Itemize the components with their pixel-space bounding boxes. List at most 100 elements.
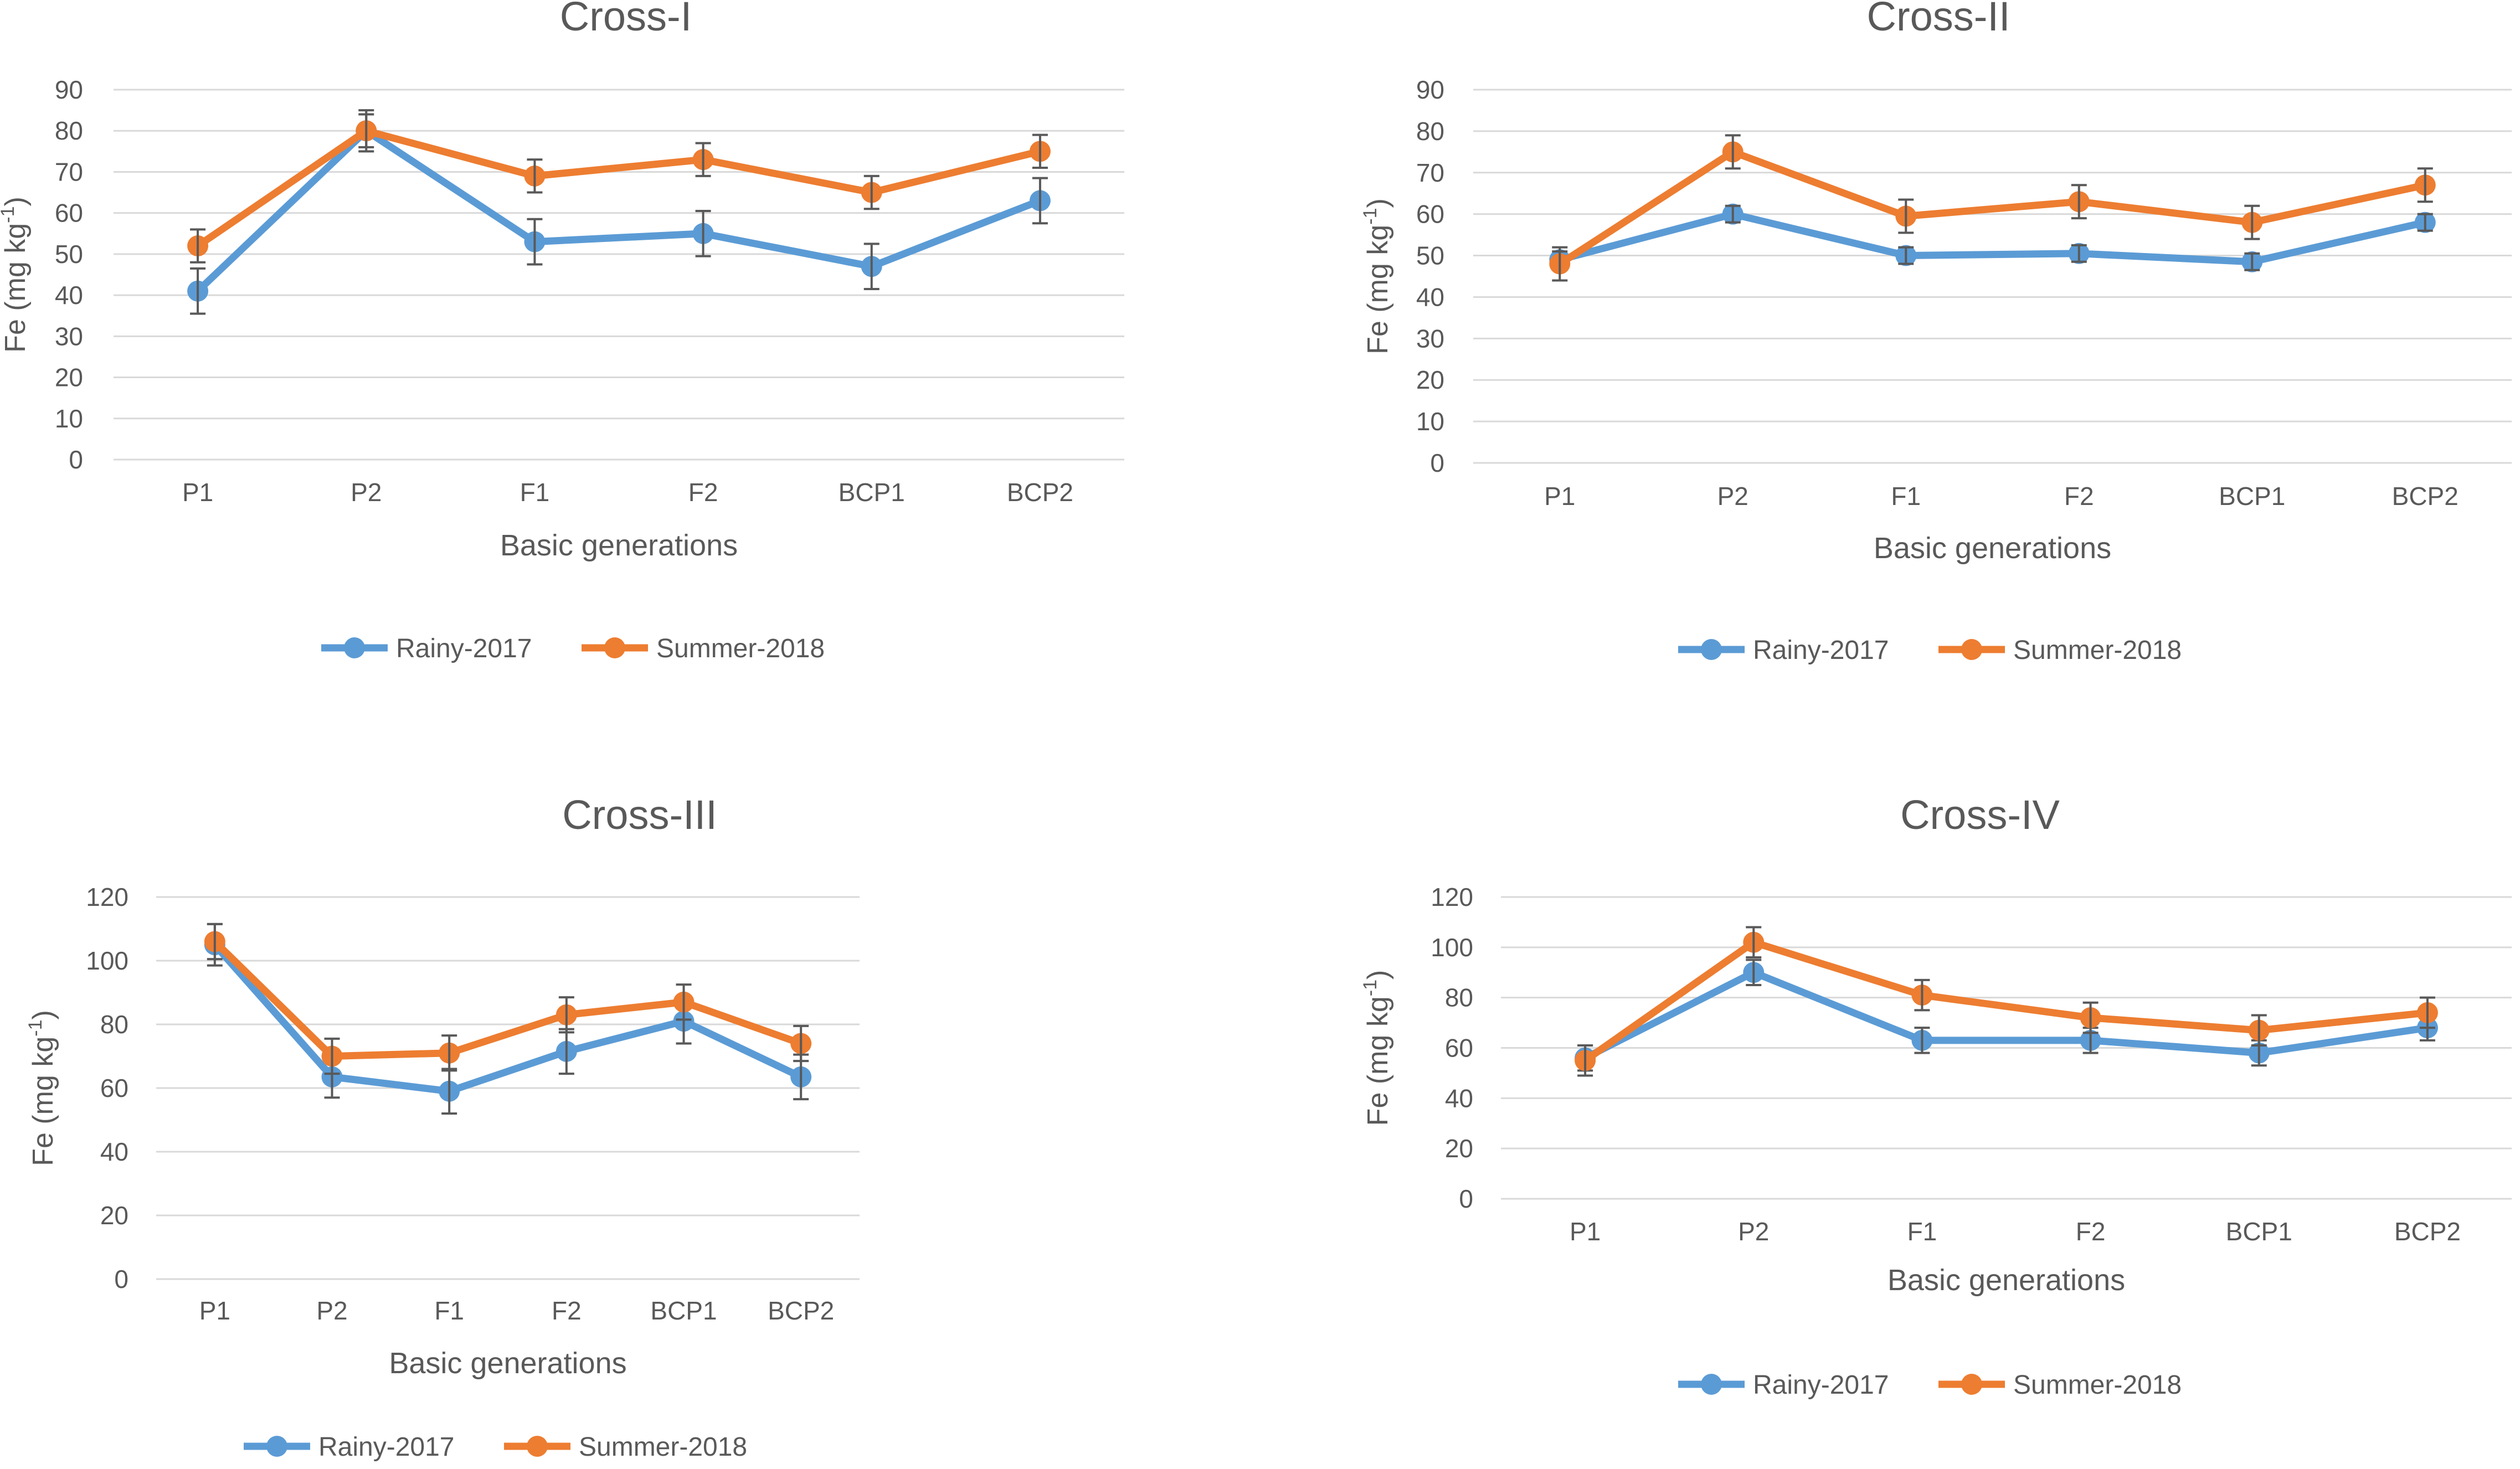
error-bar bbox=[793, 1024, 809, 1063]
x-tick-label: P2 bbox=[1738, 1217, 1769, 1246]
series-line bbox=[212, 942, 803, 1095]
error-bar bbox=[1552, 246, 1568, 282]
legend-item: Summer-2018 bbox=[1938, 636, 2182, 665]
legend-swatch-marker bbox=[527, 1436, 548, 1457]
error-bar bbox=[1914, 1027, 1930, 1054]
chart-title: Cross-IV bbox=[1900, 792, 2060, 838]
y-axis-label: Fe (mg kg-1) bbox=[1360, 198, 1394, 354]
error-bar bbox=[1032, 177, 1048, 225]
chart-title: Cross-II bbox=[1867, 0, 2010, 39]
y-axis-label: Fe (mg kg-1) bbox=[1360, 970, 1394, 1126]
x-tick-label: BCP2 bbox=[768, 1296, 834, 1325]
series-line bbox=[1583, 939, 2428, 1064]
legend-swatch-marker bbox=[1961, 1374, 1982, 1395]
y-tick-label: 80 bbox=[100, 1010, 128, 1039]
x-tick-label: F2 bbox=[2064, 482, 2094, 511]
y-tick-label: 80 bbox=[55, 116, 83, 145]
legend-swatch-marker bbox=[1701, 1374, 1722, 1395]
legend-item: Rainy-2017 bbox=[1678, 636, 1889, 665]
error-bar bbox=[558, 996, 574, 1034]
x-tick-label: P1 bbox=[1544, 482, 1575, 511]
y-tick-label: 40 bbox=[1416, 282, 1444, 311]
chart-3: Cross-III 0 20 40 60 80 100 120 P1 P2 F1 F2 BCP1 BCP2… bbox=[25, 792, 860, 1462]
legend-item: Rainy-2017 bbox=[244, 1432, 454, 1462]
chart-4: Cross-IV 0 20 40 60 80 100 120 P1 P2 F1 F2 BCP1 BCP2 B… bbox=[1360, 792, 2512, 1400]
series-summer-2018 bbox=[1549, 134, 2436, 282]
error-bar bbox=[2244, 252, 2260, 271]
legend-item: Summer-2018 bbox=[1938, 1370, 2182, 1400]
y-tick-label: 20 bbox=[1445, 1134, 1473, 1163]
y-tick-label: 0 bbox=[114, 1265, 128, 1293]
y-tick-label: 0 bbox=[1430, 449, 1444, 477]
x-tick-label: BCP1 bbox=[2226, 1217, 2292, 1246]
y-tick-label: 50 bbox=[1416, 241, 1444, 270]
error-bar bbox=[1725, 134, 1741, 170]
legend-label: Rainy-2017 bbox=[318, 1432, 454, 1462]
y-tick-label: 40 bbox=[55, 281, 83, 310]
legend: Rainy-2017 Summer-2018 bbox=[321, 634, 825, 663]
legend-item: Rainy-2017 bbox=[321, 634, 532, 663]
y-tick-label: 100 bbox=[1431, 933, 1473, 962]
series-summer-2018 bbox=[1575, 926, 2438, 1077]
x-tick-label: F2 bbox=[552, 1296, 582, 1325]
y-tick-label: 0 bbox=[69, 445, 83, 474]
error-bar bbox=[324, 1037, 340, 1075]
legend: Rainy-2017 Summer-2018 bbox=[1678, 636, 2182, 665]
error-bar bbox=[1746, 958, 1762, 986]
y-tick-label: 60 bbox=[100, 1074, 128, 1102]
chart-title: Cross-III bbox=[562, 792, 717, 838]
legend-label: Summer-2018 bbox=[579, 1432, 747, 1462]
error-bar bbox=[2082, 1001, 2099, 1034]
series-line bbox=[1557, 148, 2426, 267]
error-bar bbox=[527, 218, 543, 266]
series-summer-2018 bbox=[204, 922, 812, 1075]
x-tick-label: BCP2 bbox=[2392, 482, 2459, 511]
error-bar bbox=[527, 158, 543, 194]
series-line bbox=[196, 127, 1041, 249]
error-bar bbox=[1898, 198, 1914, 234]
x-tick-label: F2 bbox=[688, 478, 718, 507]
chart-2: Cross-II 0 10 20 30 40 50 60 70 80 90 P1 P2 F1 F2 BCP1 B… bbox=[1360, 0, 2512, 665]
series-line bbox=[1583, 968, 2428, 1061]
y-tick-label: 40 bbox=[100, 1137, 128, 1166]
x-tick-label: F1 bbox=[1891, 482, 1921, 511]
x-tick-label: P1 bbox=[199, 1296, 230, 1325]
y-tick-label: 60 bbox=[1445, 1034, 1473, 1063]
y-tick-label: 30 bbox=[1416, 324, 1444, 353]
legend-swatch-marker bbox=[604, 637, 625, 658]
error-bar bbox=[358, 109, 374, 153]
x-tick-label: F1 bbox=[1907, 1217, 1937, 1246]
legend-item: Summer-2018 bbox=[582, 634, 825, 663]
y-tick-label: 20 bbox=[55, 363, 83, 392]
x-tick-label: BCP2 bbox=[2394, 1217, 2461, 1246]
x-axis-label: Basic generations bbox=[500, 529, 738, 562]
series-summer-2018 bbox=[187, 109, 1051, 264]
x-tick-label: P2 bbox=[1717, 482, 1748, 511]
legend-label: Summer-2018 bbox=[2013, 636, 2182, 665]
legend-label: Rainy-2017 bbox=[1753, 636, 1889, 665]
y-axis-label: Fe (mg kg-1) bbox=[0, 197, 32, 353]
y-tick-label: 80 bbox=[1416, 117, 1444, 146]
y-tick-label: 120 bbox=[1431, 883, 1473, 911]
error-bar bbox=[2417, 213, 2433, 232]
error-bar bbox=[2419, 996, 2435, 1029]
error-bar bbox=[863, 243, 880, 290]
error-bar bbox=[1746, 926, 1762, 958]
error-bar bbox=[1032, 133, 1048, 169]
x-axis-label: Basic generations bbox=[1888, 1264, 2125, 1297]
x-tick-label: P1 bbox=[1570, 1217, 1601, 1246]
y-axis-label: Fe (mg kg-1) bbox=[25, 1010, 59, 1166]
y-tick-label: 30 bbox=[55, 322, 83, 351]
error-bar bbox=[190, 228, 206, 264]
y-tick-label: 80 bbox=[1445, 983, 1473, 1012]
legend-swatch-marker bbox=[266, 1436, 287, 1457]
x-tick-label: F1 bbox=[434, 1296, 464, 1325]
x-tick-label: BCP1 bbox=[2219, 482, 2285, 511]
legend: Rainy-2017 Summer-2018 bbox=[1678, 1370, 2182, 1400]
x-axis-label: Basic generations bbox=[1874, 532, 2111, 565]
series-rainy-2017 bbox=[1549, 203, 2436, 272]
x-tick-label: P2 bbox=[351, 478, 382, 507]
y-tick-label: 120 bbox=[86, 883, 128, 911]
y-tick-label: 90 bbox=[1416, 75, 1444, 104]
x-tick-label: P1 bbox=[182, 478, 213, 507]
